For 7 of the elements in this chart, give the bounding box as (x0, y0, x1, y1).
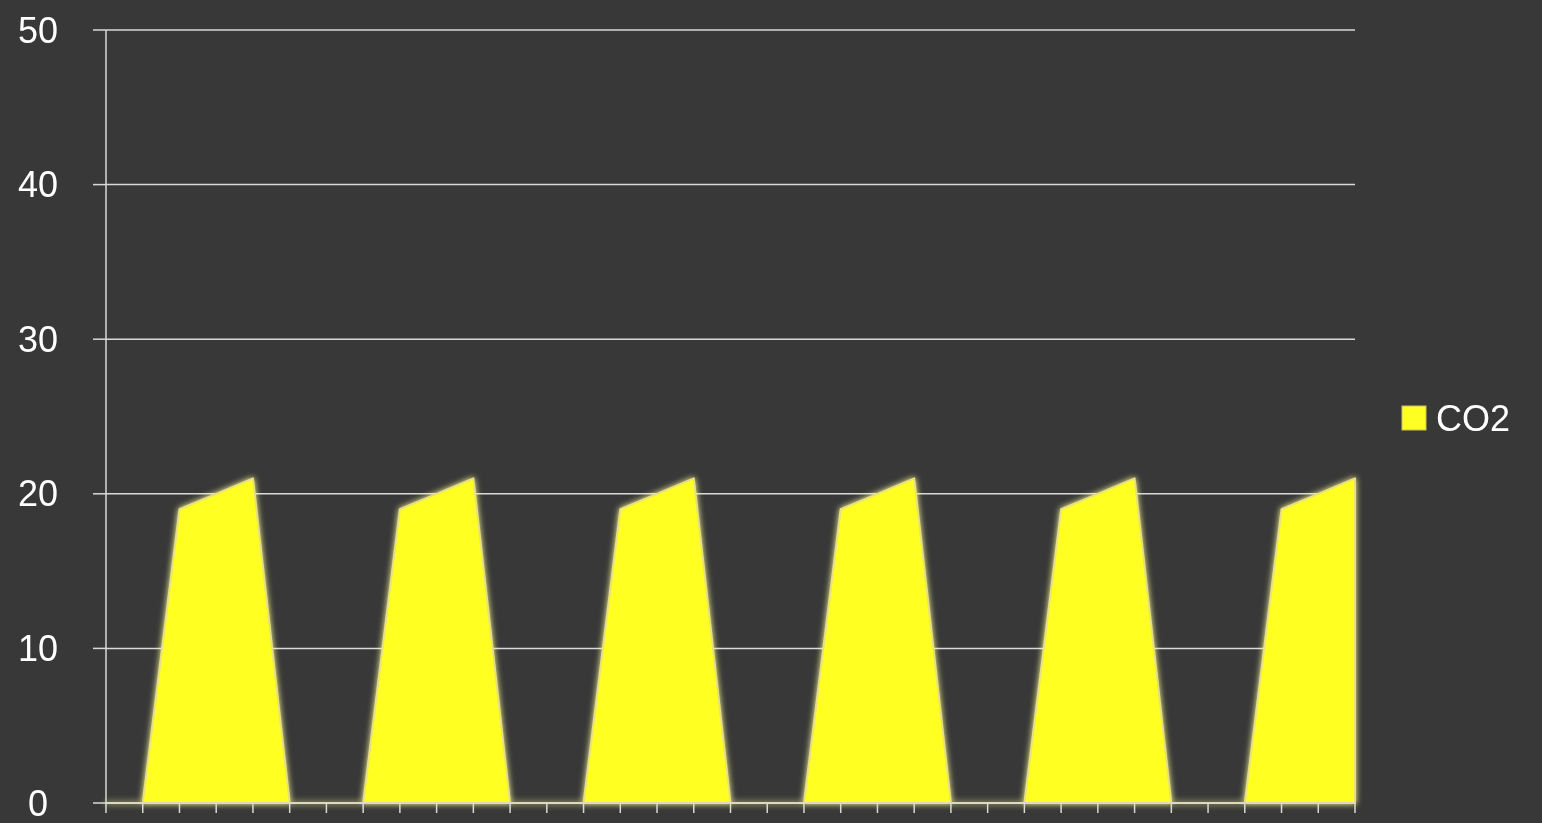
y-tick-label: 50 (17, 9, 59, 51)
y-tick-label: 30 (17, 318, 59, 360)
y-tick-label: 20 (17, 473, 59, 515)
y-tick-label: 0 (27, 782, 49, 823)
legend-label: CO2 (1436, 397, 1511, 439)
y-tick-label: 10 (17, 628, 59, 669)
y-tick-label: 40 (17, 164, 59, 206)
